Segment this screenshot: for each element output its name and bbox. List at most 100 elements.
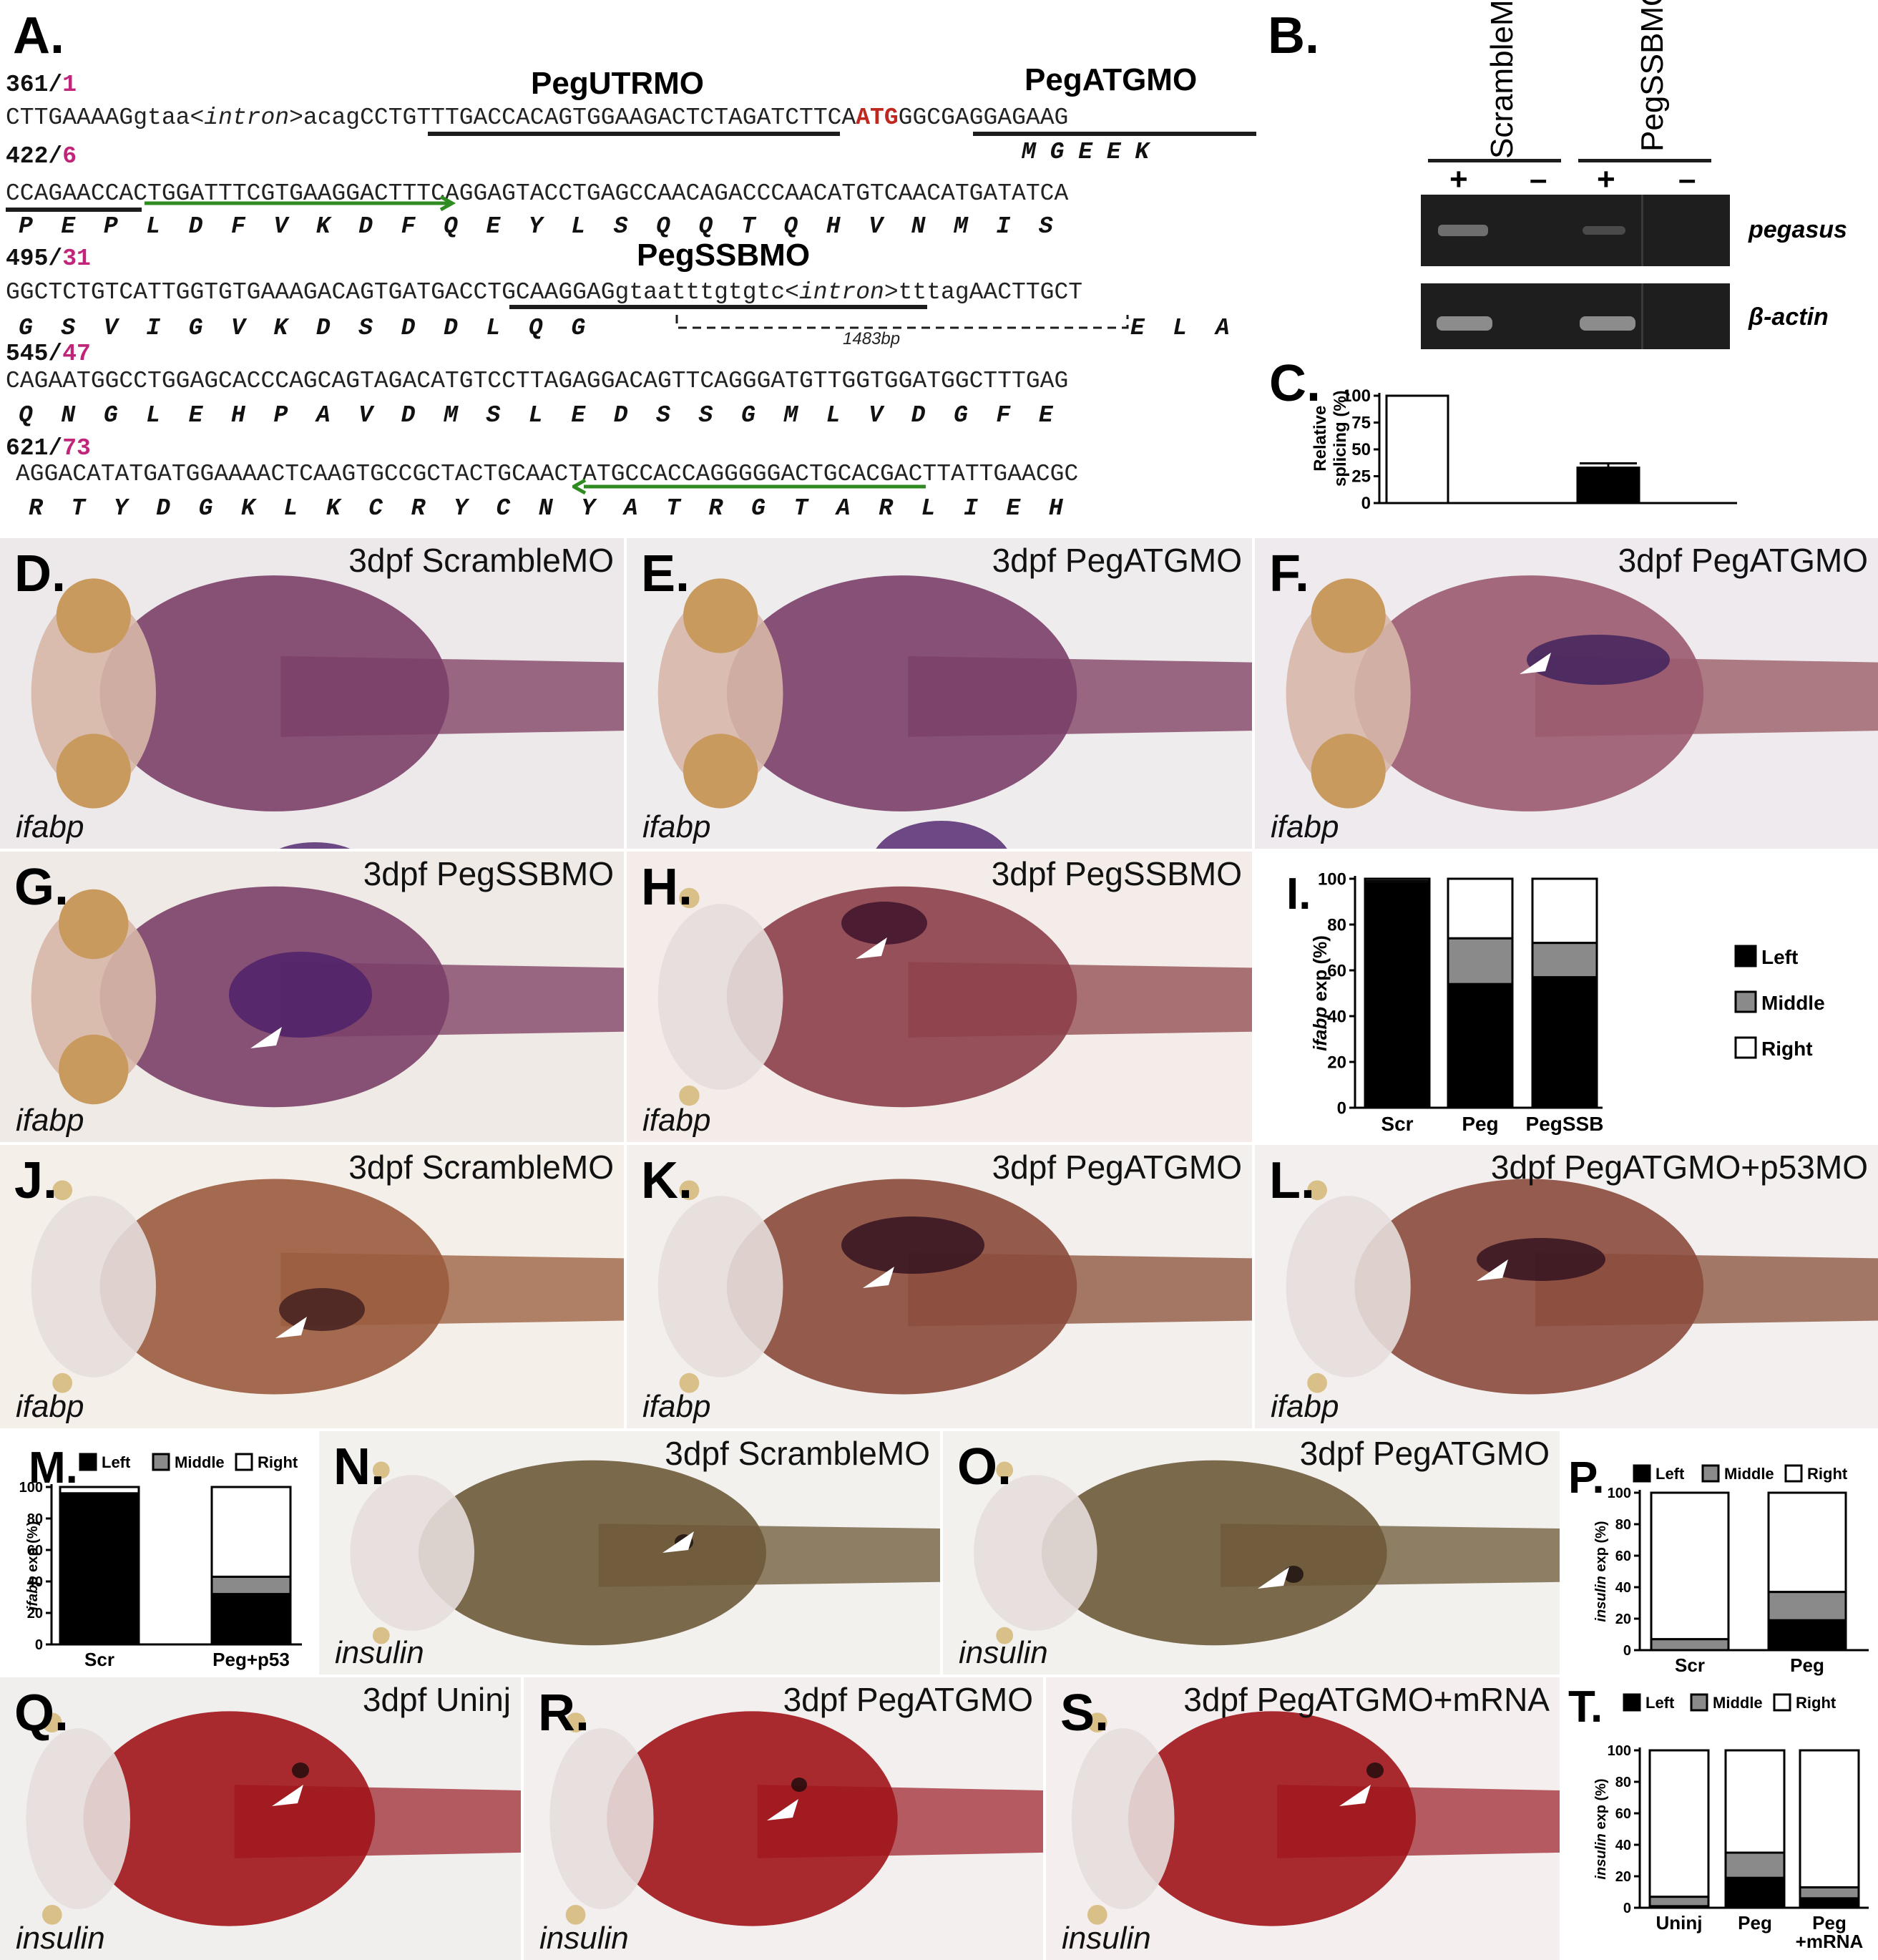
- embryo-eye: [1311, 578, 1386, 653]
- seq-position: 495/31: [6, 245, 91, 272]
- primer-arrow-forward: [145, 195, 456, 212]
- bar-segment: [1724, 1749, 1786, 1854]
- panel-title: 3dpf PegATGMO+mRNA: [1183, 1681, 1550, 1718]
- embryo-image: [31, 1179, 624, 1395]
- embryo-head: [31, 904, 156, 1090]
- y-axis-label-gene: ifabp: [1309, 1007, 1331, 1051]
- embryo-photo: [627, 852, 1252, 1142]
- panel-label: A.: [13, 7, 64, 64]
- legend-swatch: [1633, 1464, 1651, 1483]
- embryo-image: [549, 1711, 1043, 1926]
- panel-label: P.: [1568, 1453, 1605, 1503]
- legend-label: Right: [1761, 1038, 1813, 1060]
- staining-signal: [1527, 635, 1670, 685]
- embryo-yolk: [607, 1711, 898, 1926]
- bar-segment: [1364, 877, 1431, 882]
- y-axis-label: insulin exp (%): [1593, 1778, 1609, 1879]
- embryo-image: [26, 1711, 521, 1926]
- y-tick-label: 60: [27, 1543, 43, 1559]
- y-tick-label: 75: [1351, 414, 1371, 433]
- staining-signal: [292, 1762, 309, 1778]
- legend-label: Right: [1796, 1694, 1837, 1712]
- probe-label: ifabp: [642, 1103, 711, 1138]
- arrowhead: [272, 1785, 303, 1806]
- embryo-image: [1286, 575, 1878, 811]
- embryo-eye: [1311, 733, 1386, 809]
- panel-title: 3dpf PegSSBMO: [991, 855, 1242, 892]
- legend-label: Left: [1656, 1465, 1685, 1483]
- probe-label: ifabp: [642, 1389, 711, 1424]
- aa-line-3b: E L A: [1130, 315, 1230, 341]
- x-tick-label: Peg: [1738, 1912, 1772, 1934]
- panel-label: E.: [641, 545, 690, 603]
- embryo-head: [657, 594, 783, 793]
- aa-line-4: Q N G L E H P A V D M S L E D S S G M L …: [19, 402, 1053, 429]
- legend-swatch: [1773, 1693, 1791, 1712]
- y-tick-label: 100: [1608, 1743, 1631, 1759]
- y-tick-label: 100: [1345, 386, 1371, 406]
- probe-label: insulin: [539, 1921, 629, 1956]
- lane-label-scramble: ScrambleMO: [1485, 0, 1520, 159]
- legend-label: Right: [258, 1453, 298, 1471]
- bar: [1576, 467, 1640, 504]
- panel-label: Q.: [14, 1684, 69, 1742]
- embryo-head: [549, 1728, 654, 1909]
- bar-segment: [1447, 983, 1514, 1109]
- embryo-photo: [0, 1677, 521, 1960]
- embryo-head: [1286, 1196, 1411, 1378]
- primer-arrow-reverse: [572, 478, 926, 495]
- arrowhead: [767, 1799, 798, 1820]
- arrowhead: [275, 1317, 307, 1338]
- probe-label: ifabp: [642, 809, 711, 844]
- embryo-photo: [943, 1431, 1560, 1674]
- y-axis-label-unit: exp (%): [1309, 935, 1331, 1007]
- y-axis-label-gene: ifabp: [25, 1576, 41, 1610]
- panel-label: N.: [333, 1438, 385, 1496]
- seq-position: 361/1: [6, 72, 77, 98]
- y-tick-label: 0: [1623, 1643, 1631, 1659]
- y-tick-label: 80: [1615, 1517, 1631, 1533]
- embryo-otic: [565, 1712, 586, 1733]
- mo-label-atg: PegATGMO: [1024, 62, 1198, 97]
- seq-position: 545/47: [6, 341, 91, 367]
- y-axis-label: ifabp exp (%): [25, 1521, 41, 1610]
- embryo-image: [657, 1179, 1252, 1395]
- embryo-otic: [996, 1461, 1014, 1479]
- embryo-otic: [1087, 1904, 1107, 1925]
- panel-title: 3dpf PegATGMO: [1299, 1435, 1550, 1472]
- bar-segment: [1799, 1886, 1860, 1900]
- staining-signal: [1366, 1762, 1384, 1778]
- gel-row-label: β-actin: [1749, 303, 1829, 331]
- y-tick-label: 0: [1361, 494, 1371, 512]
- lane-plus: +: [1597, 162, 1615, 197]
- embryo-otic: [1087, 1712, 1107, 1733]
- mo-target-bar-atg-cont: [6, 208, 142, 212]
- panel-label: O.: [957, 1438, 1012, 1496]
- legend-label: Middle: [1724, 1465, 1774, 1483]
- panel-label: K.: [641, 1152, 693, 1209]
- bar-segment: [1724, 1851, 1786, 1879]
- embryo-image: [1071, 1711, 1560, 1926]
- embryo-yolk: [726, 575, 1077, 811]
- embryo-image: [1286, 1179, 1878, 1395]
- legend-swatch: [1784, 1464, 1803, 1483]
- embryo-yolk: [1041, 1460, 1387, 1646]
- embryo-head: [26, 1728, 130, 1909]
- seq-line-5: AGGACATATGATGGAAAACTCAAGTGCCGCTACTGCAACT…: [16, 461, 1079, 487]
- y-tick-label: 60: [1327, 961, 1346, 980]
- gel-row-label: pegasus: [1749, 216, 1847, 243]
- embryo-photo: [0, 538, 624, 849]
- mo-target-bar-ssb: [509, 305, 927, 309]
- x-tick-label: Scr: [1381, 1113, 1413, 1135]
- y-axis-label-unit: exp (%): [25, 1521, 41, 1576]
- seq-position: 621/73: [6, 435, 91, 462]
- staining-signal: [279, 842, 351, 849]
- probe-label: insulin: [16, 1921, 105, 1956]
- x-tick-label: PegSSB: [1526, 1113, 1604, 1135]
- embryo-eye: [56, 733, 131, 809]
- seq-line-4: CAGAATGGCCTGGAGCACCCAGCAGTAGACATGTCCTTAG…: [6, 368, 1069, 394]
- lane-group-bar: [1428, 159, 1561, 162]
- bar-segment: [1767, 1591, 1847, 1622]
- bar-segment: [1531, 976, 1598, 1109]
- legend-label: Middle: [175, 1453, 225, 1471]
